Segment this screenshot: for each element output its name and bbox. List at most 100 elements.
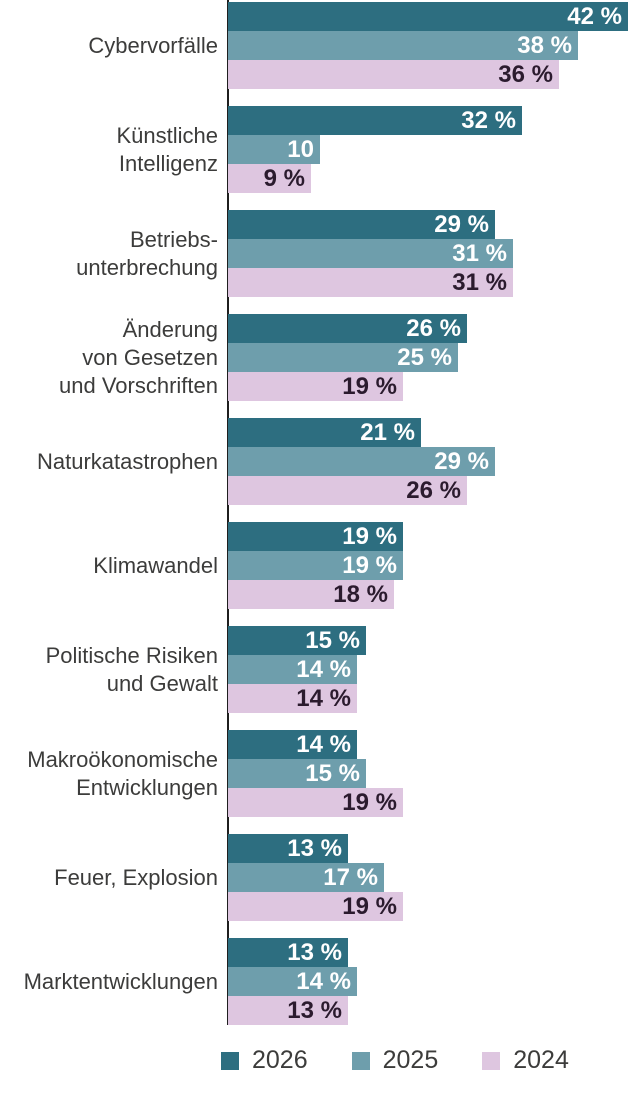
bar-2026: 26 %: [228, 314, 467, 343]
category-label: Klimawandel: [0, 522, 218, 609]
category-label-line: Politische Risiken: [45, 642, 218, 668]
category-label-line: Betriebs-: [129, 226, 218, 252]
category-row: Naturkatastrophen 21 % 29 % 26 %: [0, 418, 628, 505]
bar-2025: 10: [228, 135, 320, 164]
bar-2025: 29 %: [228, 447, 495, 476]
value-label: 29 %: [434, 447, 489, 475]
value-label: 9 %: [263, 164, 305, 192]
category-row: Künstliche Intelligenz 32 % 10 9 %: [0, 106, 628, 193]
value-label: 19 %: [342, 372, 397, 400]
value-label: 19 %: [342, 551, 397, 579]
value-label: 42 %: [567, 2, 622, 30]
category-label-line: Änderung: [122, 316, 218, 342]
bar-2024: 26 %: [228, 476, 467, 505]
bar-2024: 9 %: [228, 164, 311, 193]
value-label: 26 %: [406, 314, 461, 342]
category-label-line: unterbrechung: [76, 254, 218, 280]
bar-2025: 14 %: [228, 967, 357, 996]
category-label: Feuer, Explosion: [0, 834, 218, 921]
legend-swatch-2024: [482, 1051, 501, 1070]
category-label: Makroökonomische Entwicklungen: [0, 730, 218, 817]
bar-2026: 15 %: [228, 626, 366, 655]
bar-2026: 14 %: [228, 730, 357, 759]
value-label: 32 %: [461, 106, 516, 134]
category-row: Feuer, Explosion 13 % 17 % 19 %: [0, 834, 628, 921]
value-label: 38 %: [517, 31, 572, 59]
category-label-line: von Gesetzen: [82, 344, 218, 370]
bar-2025: 15 %: [228, 759, 366, 788]
category-label-line: Künstliche: [116, 122, 218, 148]
bar-2024: 19 %: [228, 892, 403, 921]
category-label: Änderung von Gesetzen und Vorschriften: [0, 314, 218, 401]
category-bars: 19 % 19 % 18 %: [228, 522, 628, 609]
value-label: 31 %: [452, 268, 507, 296]
category-bars: 42 % 38 % 36 %: [228, 2, 628, 89]
value-label: 18 %: [333, 580, 388, 608]
value-label: 25 %: [397, 343, 452, 371]
category-label-line: Entwicklungen: [76, 774, 218, 800]
legend-label-2025: 2025: [382, 1046, 439, 1074]
category-label-line: Cybervorfälle: [88, 32, 218, 58]
category-label-line: Klimawandel: [93, 552, 218, 578]
category-row: Marktentwicklungen 13 % 14 % 13 %: [0, 938, 628, 1025]
legend-item-2025: 2025: [351, 1046, 439, 1074]
bar-2024: 19 %: [228, 788, 403, 817]
bar-2024: 31 %: [228, 268, 513, 297]
value-label: 19 %: [342, 522, 397, 550]
category-row: Änderung von Gesetzen und Vorschriften 26 %…: [0, 314, 628, 401]
value-label: 13 %: [287, 834, 342, 862]
bar-2025: 19 %: [228, 551, 403, 580]
bar-2026: 32 %: [228, 106, 522, 135]
bar-2025: 38 %: [228, 31, 578, 60]
bar-2024: 14 %: [228, 684, 357, 713]
category-label-line: und Gewalt: [106, 670, 218, 696]
value-label: 31 %: [452, 239, 507, 267]
category-label: Marktentwicklungen: [0, 938, 218, 1025]
legend-label-2024: 2024: [513, 1046, 569, 1074]
category-label: Cybervorfälle: [0, 2, 218, 89]
bar-2026: 19 %: [228, 522, 403, 551]
bar-2026: 13 %: [228, 938, 348, 967]
bar-2024: 18 %: [228, 580, 394, 609]
category-label-line: Naturkatastrophen: [37, 448, 218, 474]
bar-groups: Cybervorfälle 42 % 38 % 36 % Künstliche Intel…: [0, 2, 628, 1025]
y-axis-line: [227, 0, 229, 1025]
bar-2025: 31 %: [228, 239, 513, 268]
category-row: Betriebs-unterbrechung 29 % 31 % 31 %: [0, 210, 628, 297]
bar-2025: 17 %: [228, 863, 384, 892]
value-label: 19 %: [342, 788, 397, 816]
category-label: Naturkatastrophen: [0, 418, 218, 505]
category-bars: 13 % 14 % 13 %: [228, 938, 628, 1025]
category-bars: 13 % 17 % 19 %: [228, 834, 628, 921]
value-label: 21 %: [360, 418, 415, 446]
category-row: Makroökonomische Entwicklungen 14 % 15 % 19 …: [0, 730, 628, 817]
legend-item-2024: 2024: [482, 1048, 569, 1073]
value-label: 14 %: [296, 730, 351, 758]
bar-2024: 36 %: [228, 60, 559, 89]
legend-swatch-2025: [351, 1051, 370, 1070]
value-label: 36 %: [498, 60, 553, 88]
value-label: 15 %: [305, 626, 360, 654]
value-label: 14 %: [296, 684, 351, 712]
value-label: 29 %: [434, 210, 489, 238]
value-label: 15 %: [305, 759, 360, 787]
category-row: Cybervorfälle 42 % 38 % 36 %: [0, 2, 628, 89]
category-row: Klimawandel 19 % 19 % 18 %: [0, 522, 628, 609]
bar-2024: 13 %: [228, 996, 348, 1025]
category-bars: 14 % 15 % 19 %: [228, 730, 628, 817]
value-label: 13 %: [287, 938, 342, 966]
value-label: 13 %: [287, 996, 342, 1024]
category-row: Politische Risiken und Gewalt 15 % 14 % 14 %: [0, 626, 628, 713]
legend-item-2026: 2026: [221, 1048, 308, 1073]
bar-2026: 21 %: [228, 418, 421, 447]
category-label-line: Makroökonomische: [27, 746, 218, 772]
bar-2026: 13 %: [228, 834, 348, 863]
category-label-line: Marktentwicklungen: [23, 968, 218, 994]
bar-2026: 42 %: [228, 2, 628, 31]
bar-2024: 19 %: [228, 372, 403, 401]
category-label: Betriebs-unterbrechung: [0, 210, 218, 297]
value-label: 10: [287, 135, 314, 163]
category-bars: 26 % 25 % 19 %: [228, 314, 628, 401]
bar-2025: 25 %: [228, 343, 458, 372]
